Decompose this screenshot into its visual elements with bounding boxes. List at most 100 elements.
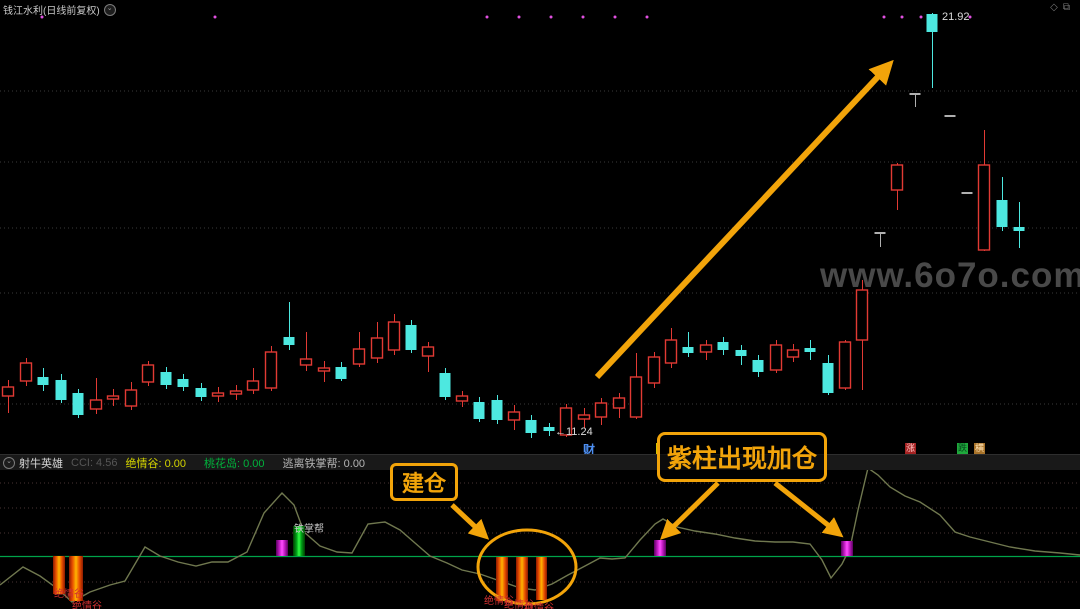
stock-title: 钱江水利(日线前复权): [3, 6, 100, 17]
low-price-label: ←11.24: [555, 426, 593, 438]
candle: [890, 163, 904, 210]
panel-icon[interactable]: ⧉: [1062, 2, 1075, 13]
candle: [838, 340, 852, 390]
badge-flat: 横: [974, 443, 986, 454]
signal-dot: [549, 15, 553, 19]
orange-signal-bar: [536, 557, 547, 600]
candle: [106, 389, 120, 406]
candle: [141, 361, 155, 386]
jueqinggu-signal-label: 绝情谷: [484, 596, 514, 607]
candle: [229, 385, 243, 400]
candle: [1, 380, 15, 413]
candle: [19, 358, 33, 386]
signal-dot: [882, 15, 886, 19]
candle: [752, 355, 764, 377]
candle: [37, 368, 49, 391]
candle: [124, 382, 138, 410]
annotation-arrow: [594, 59, 894, 380]
candle: [89, 378, 103, 414]
candle: [246, 368, 260, 394]
candle: [786, 344, 800, 362]
indicator-name: 射牛英雄: [19, 457, 63, 470]
taoli-value: 逃离铁掌帮: 0.00: [282, 457, 366, 470]
magenta-signal-bar: [654, 540, 666, 556]
taohuadao-value: 桃花岛: 0.00: [204, 457, 265, 470]
diamond-icon[interactable]: ◇: [1050, 2, 1063, 13]
badge-up: 涨: [905, 443, 917, 454]
signal-dot: [968, 15, 972, 19]
title-dropdown-icon[interactable]: ⌄: [103, 3, 116, 16]
jueqinggu-signal-label: 绝情谷: [524, 603, 554, 609]
signal-dot: [517, 15, 521, 19]
annotation-jiacang: 紫柱出现加仓: [657, 432, 827, 482]
candle: [507, 405, 521, 430]
candle: [317, 361, 331, 382]
candle: [944, 115, 956, 117]
candle: [735, 345, 747, 365]
candle: [822, 355, 834, 395]
high-price-label: 21.92: [942, 11, 970, 23]
orange-signal-bar: [496, 557, 508, 601]
candle: [682, 332, 694, 357]
candle: [439, 368, 451, 400]
candle: [55, 374, 67, 403]
candle: [647, 352, 661, 388]
candle: [874, 232, 886, 247]
candle: [299, 332, 313, 371]
indicator-collapse-icon[interactable]: ⌄: [3, 456, 15, 469]
candle: [926, 13, 938, 88]
jueqinggu-value: 绝情谷: 0.00: [125, 457, 186, 470]
annotation-jiancang: 建仓: [390, 463, 458, 501]
magenta-signal-bar: [841, 541, 853, 556]
candle: [473, 397, 485, 422]
candle: [335, 362, 347, 381]
candle: [387, 314, 401, 355]
signal-dot: [40, 15, 44, 19]
candle: [961, 192, 973, 194]
candle: [264, 346, 278, 391]
signal-dot: [485, 15, 489, 19]
cci-line: [0, 466, 1080, 603]
candle: [769, 340, 783, 373]
signal-dot: [919, 15, 923, 19]
candle: [455, 391, 469, 407]
candle: [664, 328, 678, 368]
candle: [370, 322, 384, 363]
candle: [909, 93, 921, 107]
candle: [525, 415, 537, 438]
annotation-arrow: [773, 481, 844, 538]
jueqinggu-signal-label: 绝情谷: [54, 589, 84, 600]
annotation-arrow: [450, 503, 490, 540]
candle: [996, 177, 1008, 231]
titlebar: 钱江水利(日线前复权) ⌄: [3, 2, 116, 17]
candle: [629, 353, 643, 419]
signal-dot: [581, 15, 585, 19]
annotation-arrow: [660, 481, 720, 540]
candle: [804, 340, 816, 360]
annotation-ellipse: [476, 528, 578, 606]
candle: [352, 332, 366, 367]
candle: [577, 408, 591, 428]
candle: [559, 404, 573, 437]
candle: [855, 280, 869, 390]
candle: [977, 130, 991, 251]
badge-down: 跌: [957, 443, 969, 454]
magenta-signal-bar: [276, 540, 288, 556]
candle: [699, 340, 713, 360]
orange-signal-bar: [53, 556, 65, 594]
candle: [177, 374, 189, 391]
candle: [594, 398, 608, 425]
candle: [491, 395, 503, 424]
window-corner-icons: ◇⧉: [1050, 2, 1075, 13]
watermark: www.6o7o.com: [820, 256, 1080, 295]
candle: [717, 337, 729, 355]
candle: [421, 342, 435, 372]
candle: [283, 302, 295, 350]
cci-value: CCI: 4.56: [71, 456, 118, 469]
orange-signal-bar: [69, 556, 83, 601]
candle: [543, 423, 555, 436]
cai-marker: 财: [583, 443, 596, 457]
signal-dot: [645, 15, 649, 19]
